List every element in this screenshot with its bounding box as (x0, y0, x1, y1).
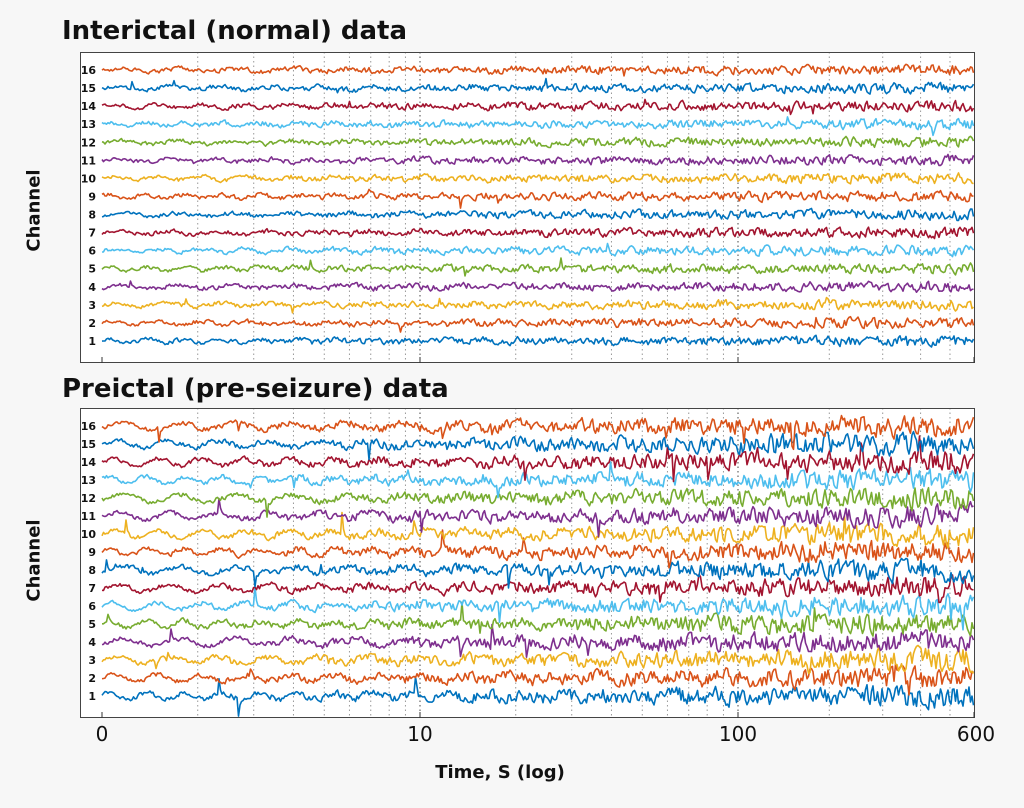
bottom-channel-label: 10 (81, 528, 97, 541)
bottom-channel-label: 1 (88, 690, 96, 703)
bottom-channel-12-trace (101, 486, 975, 518)
top-channel-14-trace (101, 98, 975, 116)
top-channel-label: 9 (88, 190, 96, 203)
top-channel-label: 13 (81, 118, 96, 131)
top-plot-area: 1 2 3 4 5 6 7 8 9 10 11 12 13 14 15 16 (80, 52, 975, 363)
top-channel-label: 11 (81, 154, 96, 167)
x-tick-600: 600 (956, 722, 996, 746)
bottom-channel-2-trace (101, 663, 974, 696)
top-channel-label: 6 (88, 245, 96, 258)
bottom-channel-16-trace (101, 414, 975, 451)
bottom-channel-label: 3 (88, 654, 96, 667)
top-channel-8-trace (101, 207, 975, 222)
top-channel-label: 2 (88, 317, 96, 330)
top-channel-label: 7 (88, 227, 96, 240)
bottom-channel-5-trace (102, 601, 975, 637)
top-channel-3-trace (101, 296, 975, 314)
bottom-channel-label: 13 (81, 474, 96, 487)
top-channel-2-trace (101, 315, 975, 333)
top-chart-title: Interictal (normal) data (62, 16, 408, 46)
top-channel-5-trace (101, 257, 975, 277)
bottom-channel-11-trace (101, 497, 974, 538)
bottom-channel-label: 14 (81, 456, 97, 469)
top-channel-label: 5 (88, 263, 96, 276)
top-channel-12-trace (101, 135, 975, 149)
top-channel-label: 16 (81, 64, 97, 77)
bottom-channel-7-trace (101, 573, 974, 604)
top-channel-label: 8 (88, 209, 96, 222)
top-channel-16-trace (101, 63, 975, 77)
bottom-channel-15-trace (101, 430, 975, 461)
bottom-y-axis-label: Channel (23, 519, 45, 602)
top-channel-9-trace (101, 188, 974, 209)
top-channel-7-trace (101, 226, 975, 240)
bottom-channel-3-trace (101, 644, 975, 675)
bottom-channel-label: 2 (88, 672, 96, 685)
bottom-frame (80, 408, 975, 718)
top-channel-13-trace (101, 116, 975, 137)
top-frame (80, 52, 975, 363)
bottom-chart-title: Preictal (pre-seizure) data (62, 374, 449, 404)
top-channel-15-trace (101, 77, 975, 95)
bottom-channel-4-trace (101, 623, 975, 658)
bottom-channel-label: 5 (88, 618, 96, 631)
top-channel-label: 15 (81, 82, 96, 95)
top-channel-label: 4 (88, 281, 96, 294)
top-channel-label: 1 (88, 335, 96, 348)
bottom-channel-label: 6 (88, 600, 96, 613)
bottom-plot-area: 1 2 3 4 5 6 7 8 9 10 11 12 13 14 15 16 (80, 408, 975, 718)
bottom-channel-label: 16 (81, 420, 97, 433)
bottom-channel-label: 8 (88, 564, 96, 577)
top-channel-11-trace (101, 153, 975, 167)
x-axis-label: Time, S (log) (435, 762, 565, 783)
bottom-channel-label: 4 (88, 636, 96, 649)
top-channel-10-trace (101, 172, 974, 185)
bottom-channel-label: 12 (81, 492, 96, 505)
top-y-axis-label: Channel (23, 169, 45, 252)
bottom-channel-1-trace (101, 676, 975, 717)
top-channel-label: 10 (81, 172, 97, 185)
top-channel-label: 3 (88, 299, 96, 312)
top-channel-label: 14 (81, 100, 97, 113)
top-channel-1-trace (101, 334, 975, 348)
top-channel-label: 12 (81, 136, 96, 149)
top-grid (197, 52, 951, 363)
x-tick-10: 10 (407, 722, 433, 746)
bottom-channel-14-trace (101, 435, 975, 483)
bottom-channel-13-trace (101, 461, 975, 499)
bottom-channel-6-trace (101, 586, 975, 631)
bottom-channel-label: 7 (88, 582, 96, 595)
bottom-channel-8-trace (101, 557, 975, 589)
bottom-channel-label: 9 (88, 546, 96, 559)
bottom-channel-10-trace (101, 511, 975, 549)
x-tick-0: 0 (95, 722, 109, 746)
bottom-channel-label: 11 (81, 510, 96, 523)
top-channel-6-trace (101, 242, 975, 258)
bottom-channel-label: 15 (81, 438, 96, 451)
top-channel-4-trace (101, 280, 974, 293)
bottom-channel-9-trace (101, 529, 975, 569)
x-tick-100: 100 (718, 722, 758, 746)
